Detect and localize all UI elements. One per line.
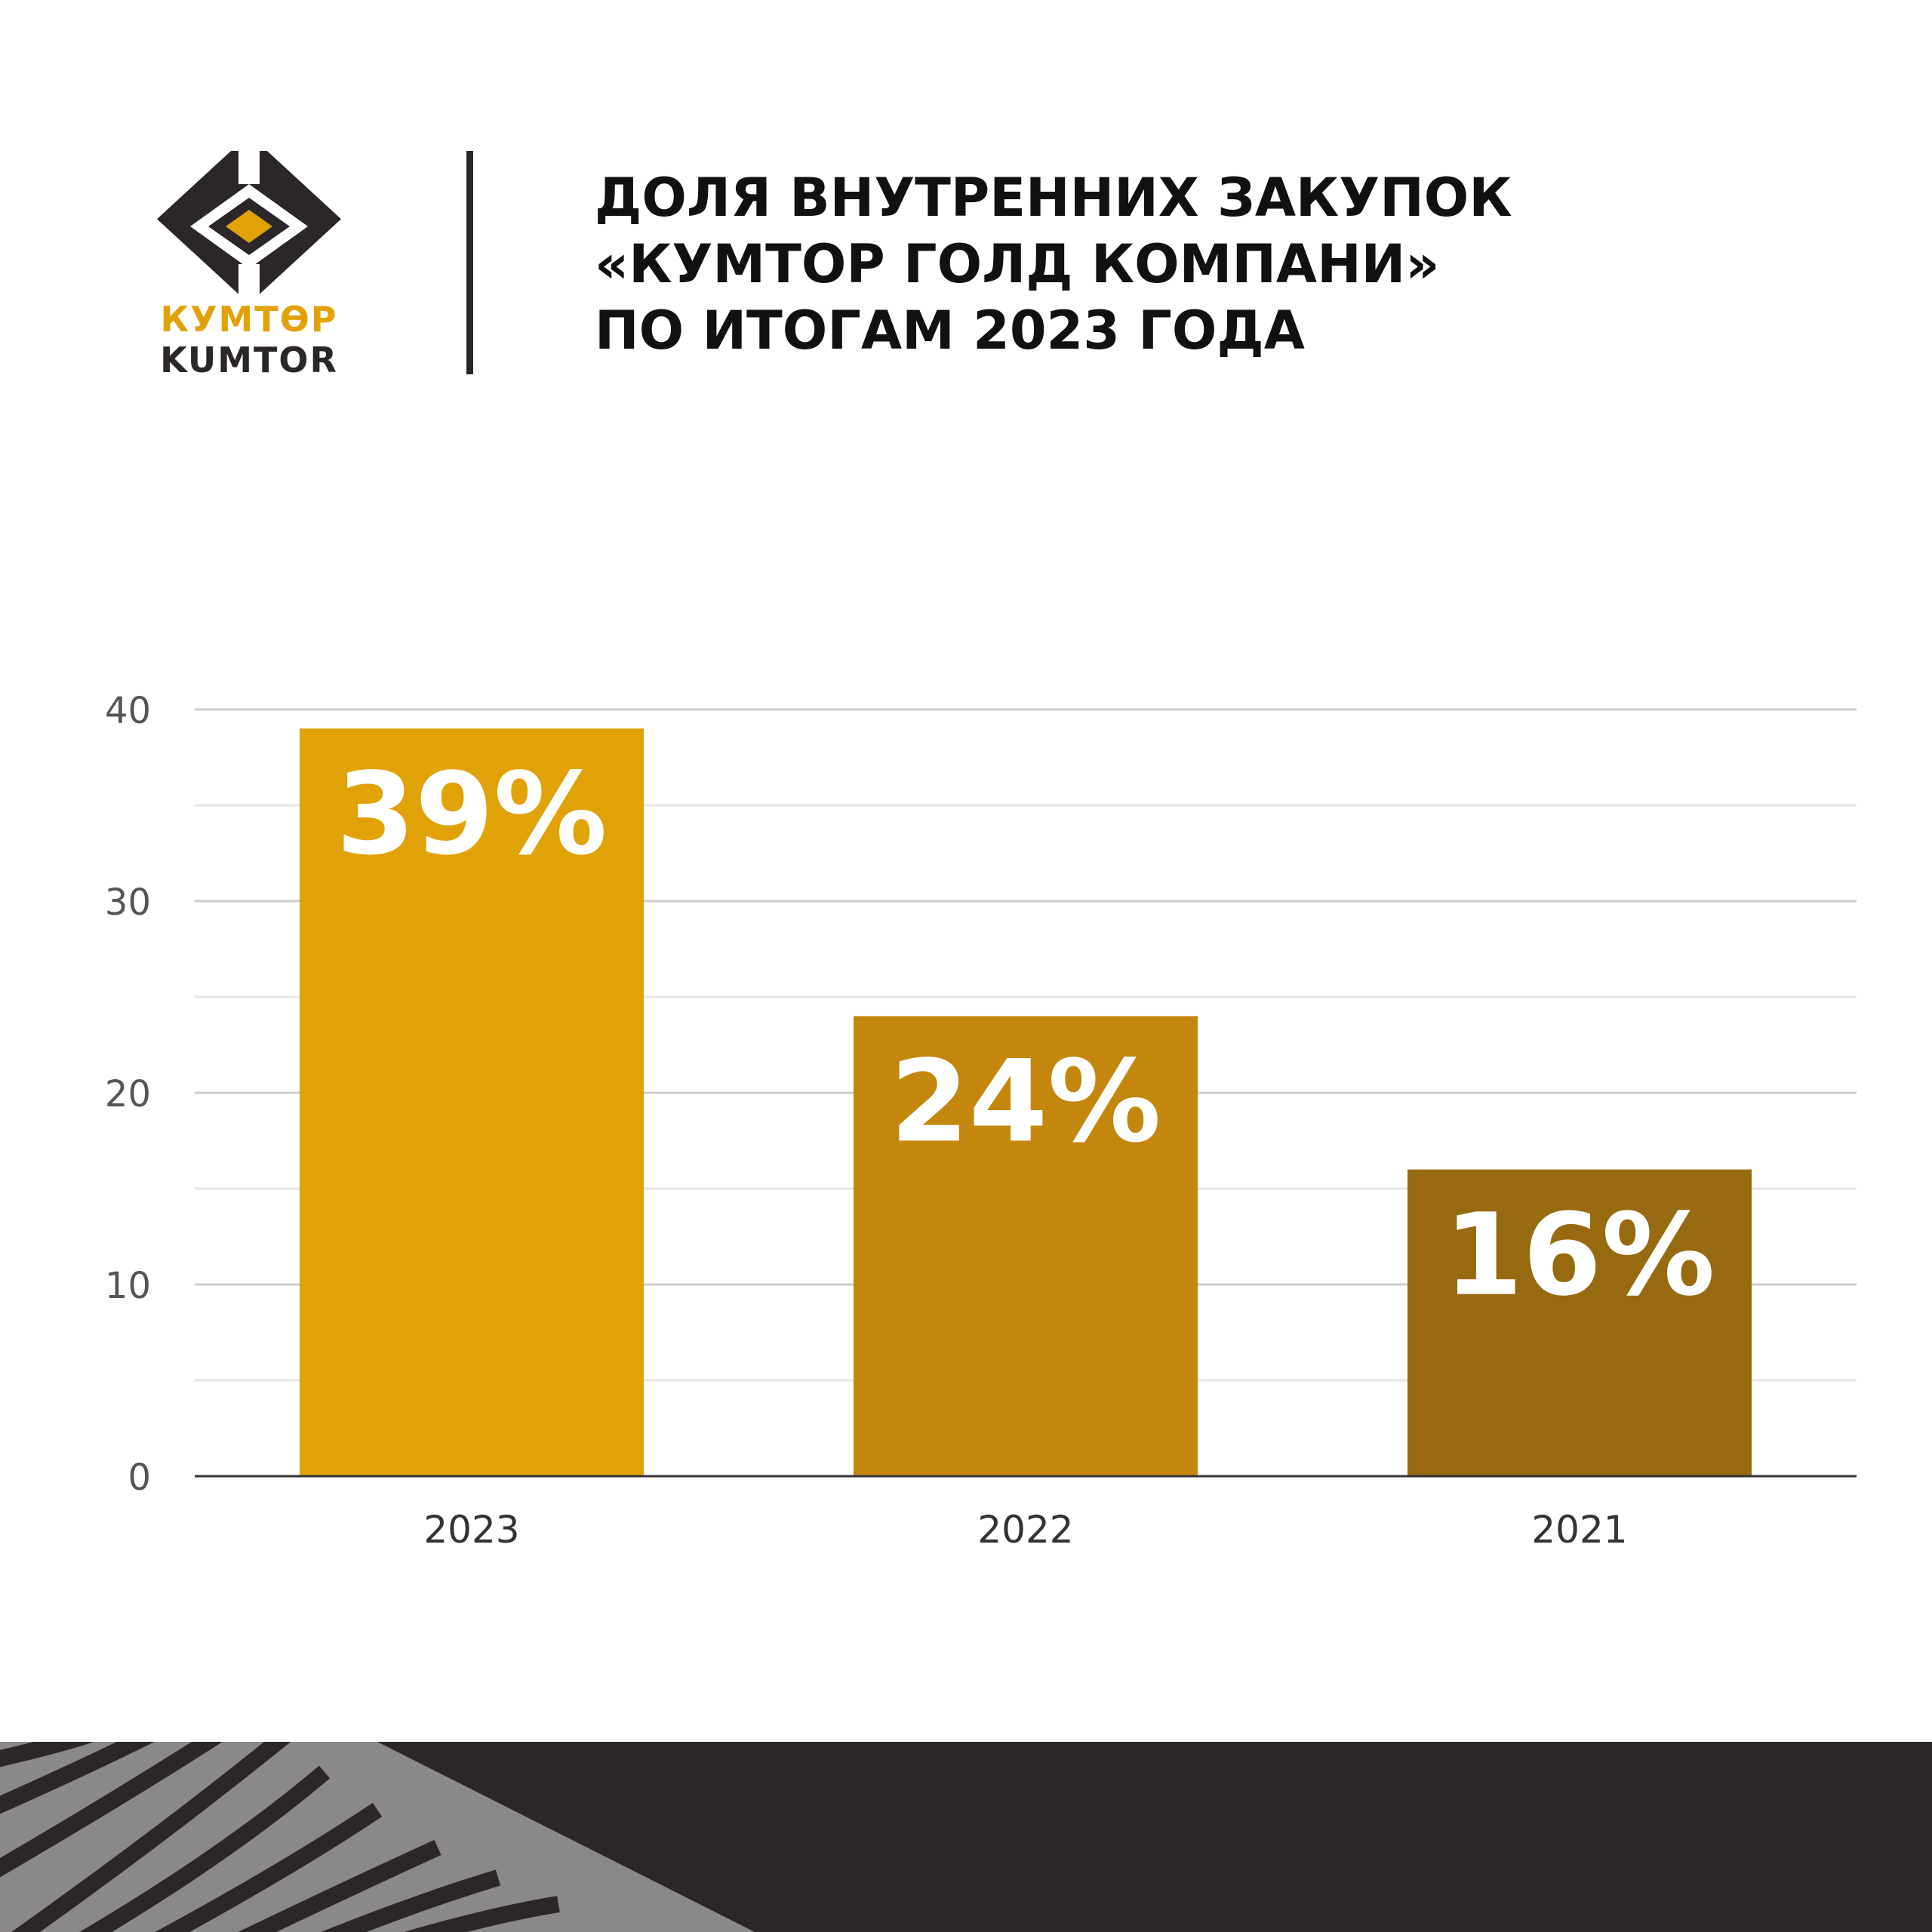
logo-text-latin: KUMTOR xyxy=(160,340,338,380)
x-tick-label: 2021 xyxy=(1531,1508,1627,1552)
title-line: «КУМТОР ГОЛД КОМПАНИ» xyxy=(595,233,1440,295)
x-tick-label: 2022 xyxy=(977,1508,1073,1552)
bar-data-label: 24% xyxy=(890,1036,1161,1168)
footer-decoration xyxy=(0,1742,1932,1932)
bar xyxy=(300,728,644,1476)
bar xyxy=(1407,1169,1752,1476)
bar-data-label: 39% xyxy=(336,749,607,880)
y-tick-label: 0 xyxy=(128,1457,151,1499)
bar xyxy=(854,1016,1198,1476)
y-tick-label: 30 xyxy=(105,881,151,924)
kumtor-logo: КУМТӨР KUMTOR xyxy=(143,134,355,380)
title-line: ПО ИТОГАМ 2023 ГОДА xyxy=(595,300,1305,361)
y-tick-label: 10 xyxy=(105,1265,151,1307)
y-tick-label: 20 xyxy=(105,1073,151,1115)
y-tick-label: 40 xyxy=(105,690,151,732)
header-divider xyxy=(466,151,473,374)
logo-text-cyrillic: КУМТӨР xyxy=(160,299,338,340)
kumtor-emblem-icon xyxy=(157,134,341,309)
bar-chart: 0 10 20 30 40 39% 2023 24% 2022 16% 2021 xyxy=(105,690,1857,1552)
x-tick-label: 2023 xyxy=(423,1508,519,1552)
title-line: ДОЛЯ ВНУТРЕННИХ ЗАКУПОК xyxy=(595,167,1512,229)
bar-data-label: 16% xyxy=(1444,1190,1715,1321)
page-title: ДОЛЯ ВНУТРЕННИХ ЗАКУПОК «КУМТОР ГОЛД КОМ… xyxy=(595,165,1878,364)
